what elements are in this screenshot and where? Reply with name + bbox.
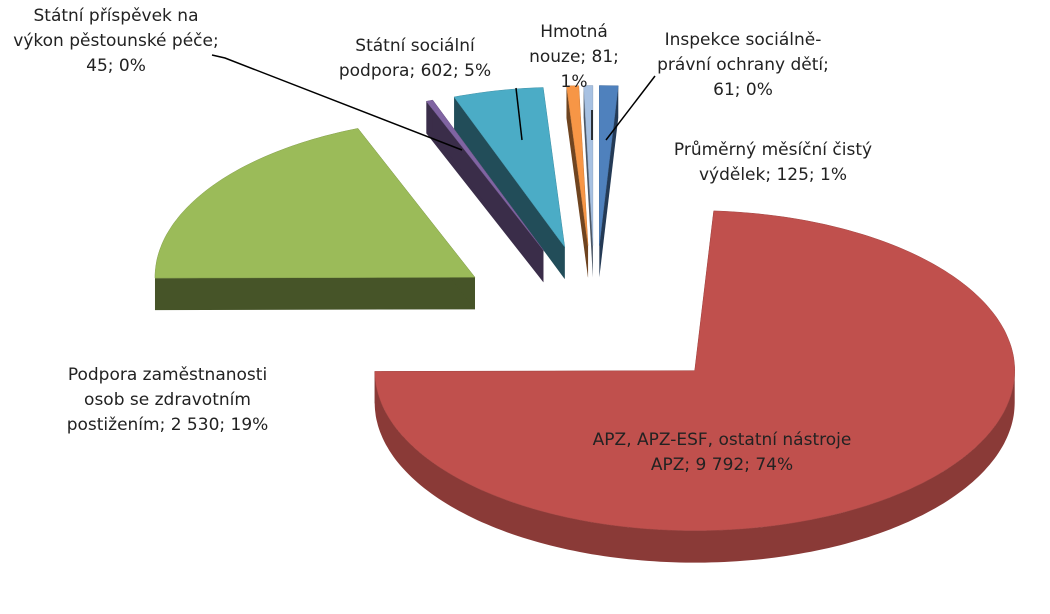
slice [566, 85, 589, 246]
slice [374, 210, 1015, 531]
slice-side [583, 85, 593, 278]
data-label: Inspekce sociálně-právní ochrany dětí; 6… [657, 30, 829, 100]
slice [154, 128, 476, 279]
data-label: Průměrný měsíční čistý výdělek; 125; 1% [673, 140, 873, 185]
leader-line [211, 54, 463, 151]
pie [154, 85, 1015, 563]
slice-side [454, 96, 565, 280]
data-label: Hmotná nouze; 81; 1% [529, 22, 619, 92]
data-label: Státní sociální podpora; 602; 5% [338, 36, 492, 81]
slice-side [599, 85, 619, 278]
data-label: Státní příspěvek na výkon pěstounské péč… [13, 6, 219, 76]
slice-side [566, 85, 589, 278]
data-label: Podpora zaměstnanosti osob se zdravotním… [66, 365, 269, 435]
slice [453, 87, 565, 248]
slice-side [432, 100, 544, 283]
leader-lines [211, 54, 656, 151]
data-label: APZ, APZ-ESF, ostatní nástroje APZ; 9 79… [592, 430, 852, 475]
slice [425, 99, 544, 251]
slice [599, 85, 619, 246]
leader-line [515, 87, 523, 141]
slice-side [374, 370, 1015, 563]
slice [583, 85, 594, 246]
slice-side [154, 277, 475, 311]
leader-line [605, 75, 656, 141]
